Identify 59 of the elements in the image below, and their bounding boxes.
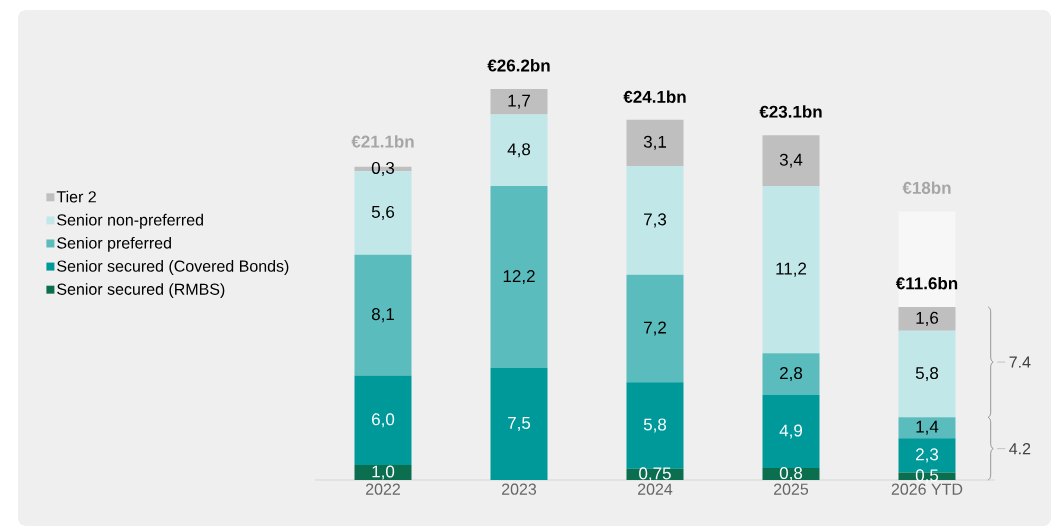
bar [490,368,548,480]
data-label: 1,4 [916,420,939,435]
data-label: 1,6 [916,311,939,326]
bar [762,135,820,187]
bar [490,186,548,369]
data-label: 1,7 [508,94,530,109]
data-label: 5,6 [371,205,395,220]
data-label: 12,2 [503,270,535,285]
annotation: €24.1bn [623,90,686,103]
data-label: 6,0 [372,413,395,428]
legend-label: Senior non-preferred [57,213,203,229]
bar [762,394,820,469]
x-tick-label: 2026 YTD [891,483,963,495]
x-tick-label: 2023 [502,483,537,495]
bar [626,382,684,469]
legend-label: Tier 2 [56,190,96,203]
text: 4.2 [1009,443,1031,455]
data-label: 2,3 [916,448,939,463]
bar [898,330,956,418]
data-label: 3,1 [643,135,666,150]
bar [354,375,412,466]
data-label: 7,3 [644,213,667,228]
x-tick-label: 2024 [638,483,673,495]
data-label: 7,5 [508,417,531,431]
annotation: €26.2bn [487,59,550,72]
data-label: 0,75 [639,467,671,482]
bar [898,417,956,439]
legend-label: Senior secured (Covered Bonds) [57,260,289,275]
bar [626,274,684,383]
legend-label: Senior secured (RMBS) [57,283,225,299]
bar [490,89,548,115]
data-label: 2,8 [780,367,803,382]
bar [762,353,820,395]
data-label: 5,8 [915,367,939,382]
bar [762,186,820,354]
text: 7.4 [1009,356,1031,368]
legend-label: Senior preferred [57,236,171,252]
data-label: 4,8 [507,143,531,158]
x-tick-label: 2025 [774,483,809,495]
annotation: €11.6bn [895,276,958,290]
bar [490,114,548,187]
annotation: €18bn [902,181,951,194]
bar [354,465,412,480]
bar [626,119,684,166]
data-label: 3,4 [779,153,803,168]
bar [354,254,412,376]
data-label: 1,0 [372,465,395,480]
data-label: 0,3 [371,161,395,176]
annotation: €21.1bn [351,135,414,148]
data-label: 11,2 [776,262,807,277]
bar [898,306,956,331]
data-label: 5,8 [643,418,667,433]
data-label: 0,8 [779,466,803,482]
data-label: 4,9 [779,424,803,439]
data-label: 7,2 [644,321,666,336]
data-label: 8,1 [371,308,394,323]
bar [626,165,684,275]
annotation: €23.1bn [759,105,822,118]
x-tick-label: 2022 [366,483,400,495]
